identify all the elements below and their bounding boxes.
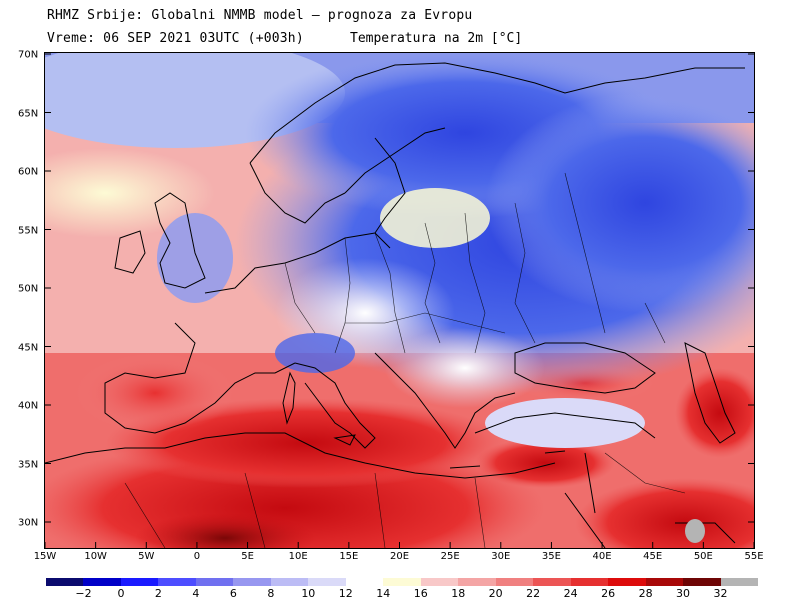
sahara-dark (135, 513, 315, 548)
colorbar-label: −2 (75, 587, 92, 600)
colorbar-label: 32 (713, 587, 728, 600)
colorbar-label: 30 (676, 587, 691, 600)
colorbar-label: 26 (601, 587, 616, 600)
colorbar-swatch (383, 578, 422, 586)
map-canvas (45, 53, 754, 548)
colorbar-label: 0 (117, 587, 125, 600)
latitude-label: 60N (18, 166, 39, 178)
longitude-label: 5W (138, 551, 155, 562)
temperature-colorbar (46, 578, 759, 586)
colorbar-swatch (570, 578, 609, 586)
longitude-label: 55E (744, 551, 764, 562)
colorbar-label: 4 (192, 587, 200, 600)
colorbar-swatch (495, 578, 534, 586)
longitude-label: 30E (491, 551, 511, 562)
colorbar-label: 6 (229, 587, 237, 600)
graticule-ticks (45, 53, 754, 548)
colorbar-swatch (683, 578, 722, 586)
longitude-label: 25E (440, 551, 460, 562)
colorbar-swatch (195, 578, 234, 586)
latitude-label: 35N (18, 459, 39, 470)
longitude-label: 5E (241, 551, 254, 562)
colorbar-swatch (233, 578, 272, 586)
colorbar-swatch (345, 578, 384, 586)
balkans-pale (385, 328, 545, 408)
colorbar-swatch (533, 578, 572, 586)
colorbar-label: 20 (488, 587, 503, 600)
variable-label: Temperatura na 2m [°C] (350, 31, 523, 46)
colorbar-swatch (158, 578, 197, 586)
longitude-label: 50E (693, 551, 713, 562)
iberia-warm (75, 353, 235, 433)
colorbar-label: 14 (376, 587, 391, 600)
colorbar-swatch (308, 578, 347, 586)
colorbar-label: 16 (413, 587, 428, 600)
temperature-map (44, 52, 755, 549)
colorbar-label: 12 (338, 587, 353, 600)
anatolia-pale (485, 398, 645, 448)
latitude-label: 55N (18, 225, 39, 236)
colorbar-swatch (720, 578, 759, 586)
colorbar-swatch (608, 578, 647, 586)
latitude-label: 30N (18, 517, 39, 529)
country-borders (124, 172, 686, 548)
colorbar-swatch (83, 578, 122, 586)
colorbar-swatch (270, 578, 309, 586)
longitude-label: 35E (541, 551, 561, 562)
colorbar-label: 8 (267, 587, 275, 600)
colorbar-swatch (458, 578, 497, 586)
colorbar-swatch (120, 578, 159, 586)
longitude-label: 0 (193, 551, 201, 562)
colorbar-label: 2 (154, 587, 162, 600)
longitude-label: 15E (339, 551, 359, 562)
map-title: RHMZ Srbije: Globalni NMMB model — progn… (47, 8, 473, 23)
forecast-time: Vreme: 06 SEP 2021 03UTC (+003h) (47, 31, 304, 46)
latitude-label: 65N (18, 108, 39, 119)
longitude-label: 45E (643, 551, 663, 562)
arabia-hot (575, 478, 754, 548)
grey-patch (685, 519, 705, 543)
colorbar-swatch (46, 578, 84, 586)
longitude-label: 10W (84, 551, 107, 562)
longitude-label: 20E (389, 551, 410, 562)
latitude-label: 40N (18, 400, 39, 412)
longitude-label: 40E (592, 551, 612, 562)
atlantic-yellow (45, 148, 215, 238)
colorbar-label: 10 (301, 587, 316, 600)
baltic-pale (380, 188, 490, 248)
levant-hot (475, 438, 615, 488)
latitude-label: 45N (18, 342, 39, 353)
longitude-label: 15W (33, 551, 57, 562)
colorbar-label: 24 (563, 587, 578, 600)
longitude-label: 10E (288, 551, 308, 562)
latitude-label: 50N (18, 283, 39, 295)
latitude-label: 70N (18, 49, 39, 61)
colorbar-label: 22 (526, 587, 541, 600)
colorbar-swatch (645, 578, 684, 586)
colorbar-swatch (420, 578, 459, 586)
uk-cool (157, 213, 233, 303)
russia-cold (485, 93, 754, 313)
colorbar-label: 18 (451, 587, 466, 600)
colorbar-label: 28 (638, 587, 653, 600)
